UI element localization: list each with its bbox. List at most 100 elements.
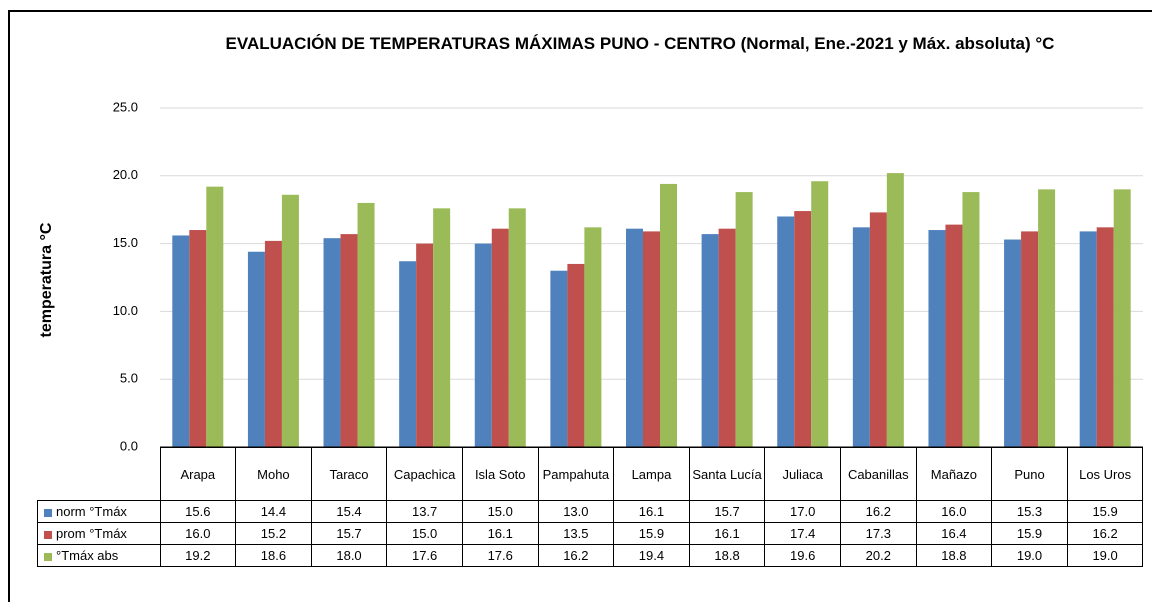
table-value: 19.4 xyxy=(613,544,690,567)
bar xyxy=(886,173,904,447)
table-value: 17.3 xyxy=(839,522,917,545)
table-value: 16.1 xyxy=(461,522,539,545)
legend-label: °Tmáx abs xyxy=(56,548,119,563)
x-tick-label: Lampa xyxy=(613,447,690,501)
x-tick-label: Cabanillas xyxy=(839,447,917,501)
x-tick-label: Puno xyxy=(991,447,1068,501)
table-row: norm °Tmáx 15.6 14.4 15.4 13.7 15.0 13.0 16.1 15… xyxy=(37,500,1144,523)
table-value: 16.4 xyxy=(915,522,993,545)
bar xyxy=(281,194,299,447)
bar xyxy=(626,228,643,447)
bar xyxy=(701,234,719,447)
table-value: 18.8 xyxy=(915,544,993,567)
bar xyxy=(550,270,568,447)
table-header-row: Arapa Moho Taraco Capachica Isla Soto Pampahu… xyxy=(37,447,1144,501)
table-value: 17.0 xyxy=(764,500,841,523)
table-row: prom °Tmáx 16.0 15.2 15.7 15.0 16.1 13.5 15.9 16… xyxy=(37,522,1144,545)
bar xyxy=(567,263,585,447)
bar xyxy=(852,227,870,447)
x-tick-label: Taraco xyxy=(310,447,388,501)
table-value: 17.6 xyxy=(461,544,539,567)
x-tick-label: Los Uros xyxy=(1066,447,1144,501)
legend-label: norm °Tmáx xyxy=(56,504,127,519)
table-value: 15.2 xyxy=(235,522,312,545)
table-value: 13.7 xyxy=(386,500,463,523)
table-value: 19.2 xyxy=(159,544,237,567)
x-tick-label: Moho xyxy=(235,447,312,501)
legend-entry: norm °Tmáx xyxy=(37,500,161,523)
table-value: 20.2 xyxy=(839,544,917,567)
table-value: 18.8 xyxy=(688,544,766,567)
table-value: 19.0 xyxy=(1066,544,1144,567)
y-tick-label: 20.0 xyxy=(113,167,138,182)
table-corner xyxy=(37,447,161,501)
y-tick-label: 15.0 xyxy=(113,235,138,250)
bar xyxy=(735,192,753,447)
bar xyxy=(1096,227,1114,447)
table-value: 16.2 xyxy=(839,500,917,523)
table-value: 15.7 xyxy=(688,500,766,523)
bar xyxy=(660,183,677,447)
table-value: 18.6 xyxy=(235,544,312,567)
bar xyxy=(945,224,963,447)
legend-swatch xyxy=(44,508,52,517)
x-tick-label: Arapa xyxy=(159,447,237,501)
bar xyxy=(474,243,492,447)
table-value: 14.4 xyxy=(235,500,312,523)
bar xyxy=(206,186,224,447)
legend-swatch xyxy=(44,552,52,561)
table-value: 17.6 xyxy=(386,544,463,567)
bar xyxy=(172,235,190,447)
bar xyxy=(264,240,282,447)
bar xyxy=(777,216,795,447)
table-value: 18.0 xyxy=(310,544,388,567)
bar xyxy=(1004,239,1022,447)
table-value: 15.9 xyxy=(991,522,1068,545)
table-value: 15.4 xyxy=(310,500,388,523)
legend-entry: °Tmáx abs xyxy=(37,544,161,567)
data-table: Arapa Moho Taraco Capachica Isla Soto Pampahu… xyxy=(37,447,1144,567)
table-row: °Tmáx abs 19.2 18.6 18.0 17.6 17.6 16.2 19.4 18.… xyxy=(37,544,1144,567)
table-value: 19.6 xyxy=(764,544,841,567)
bar xyxy=(1021,231,1039,447)
legend-label: prom °Tmáx xyxy=(56,526,127,541)
x-tick-label: Pampahuta xyxy=(537,447,615,501)
x-tick-label: Capachica xyxy=(386,447,463,501)
bar xyxy=(247,251,265,447)
table-value: 19.0 xyxy=(991,544,1068,567)
table-value: 16.0 xyxy=(915,500,993,523)
bar xyxy=(189,230,207,447)
table-value: 16.2 xyxy=(537,544,615,567)
legend-swatch xyxy=(44,530,52,539)
bar xyxy=(340,234,358,447)
chart-title: EVALUACIÓN DE TEMPERATURAS MÁXIMAS PUNO … xyxy=(225,34,1055,53)
x-tick-label: Isla Soto xyxy=(461,447,539,501)
table-value: 13.0 xyxy=(537,500,615,523)
bar xyxy=(811,181,829,447)
table-value: 15.9 xyxy=(613,522,690,545)
table-value: 17.4 xyxy=(764,522,841,545)
bar xyxy=(357,202,375,447)
bar xyxy=(433,208,451,447)
chart-frame xyxy=(8,10,1152,602)
bar xyxy=(491,228,509,447)
bar xyxy=(794,211,812,447)
table-value: 13.5 xyxy=(537,522,615,545)
table-value: 15.7 xyxy=(310,522,388,545)
legend-entry: prom °Tmáx xyxy=(37,522,161,545)
bar xyxy=(416,243,434,447)
table-value: 16.0 xyxy=(159,522,237,545)
y-axis-label: temperatura °C xyxy=(38,222,55,337)
bar xyxy=(928,230,946,447)
bar xyxy=(584,227,602,447)
bar xyxy=(323,238,341,447)
y-tick-label: 5.0 xyxy=(120,371,138,386)
x-tick-label: Juliaca xyxy=(764,447,841,501)
bar xyxy=(1079,231,1097,447)
table-value: 15.0 xyxy=(461,500,539,523)
bar xyxy=(1038,189,1056,448)
table-value: 15.9 xyxy=(1066,500,1144,523)
bar xyxy=(869,212,887,447)
